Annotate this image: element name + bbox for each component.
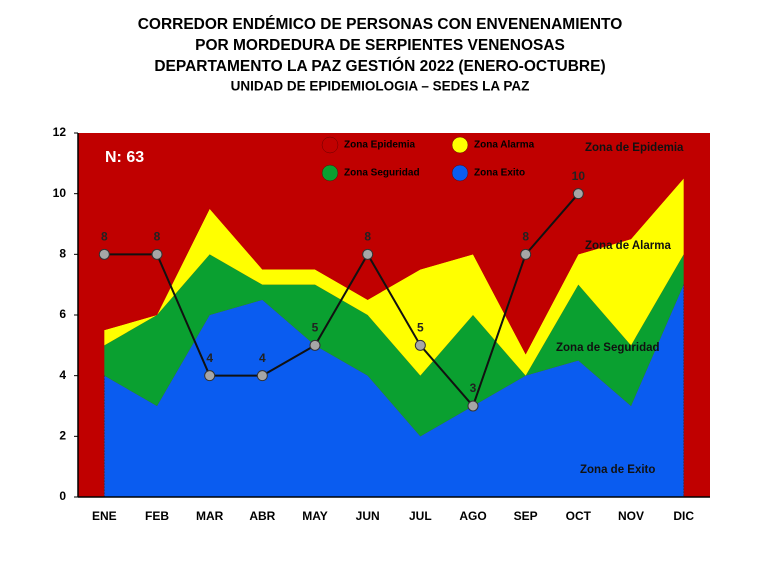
value-label: 5 <box>312 321 319 335</box>
x-tick-label: OCT <box>566 509 592 523</box>
y-tick-label: 2 <box>59 429 66 443</box>
zone-area <box>104 254 684 437</box>
case-marker <box>520 248 532 260</box>
legend-label: Zona Seguridad <box>344 168 420 179</box>
chart-title: DEPARTAMENTO LA PAZ GESTIÓN 2022 (ENERO-… <box>154 57 605 75</box>
y-tick-label: 6 <box>59 307 66 321</box>
value-label: 8 <box>522 230 529 244</box>
case-line <box>104 193 580 408</box>
legend-label: Zona Alarma <box>474 140 535 151</box>
chart-title: CORREDOR ENDÉMICO DE PERSONAS CON ENVENE… <box>138 16 623 33</box>
value-label: 8 <box>364 230 371 244</box>
x-tick-label: MAY <box>302 509 328 523</box>
x-tick-label: DIC <box>673 509 694 523</box>
case-marker <box>151 248 163 260</box>
y-tick-label: 10 <box>53 186 67 200</box>
zone-label: Zona de Alarma <box>585 240 671 252</box>
y-tick-label: 0 <box>59 489 66 503</box>
x-tick-label: MAR <box>196 509 224 523</box>
n-label: N: 63 <box>105 149 144 166</box>
value-label: 10 <box>572 169 586 183</box>
chart-subtitle: UNIDAD DE EPIDEMIOLOGIA – SEDES LA PAZ <box>231 79 530 94</box>
x-tick-label: ENE <box>92 509 117 523</box>
x-tick-label: AGO <box>459 509 486 523</box>
zone-area <box>104 133 684 355</box>
chart-title: POR MORDEDURA DE SERPIENTES VENENOSAS <box>195 37 565 54</box>
zone-label: Zona de Exito <box>580 464 655 476</box>
legend-swatch <box>321 164 339 182</box>
zone-label: Zona de Epidemia <box>585 142 684 154</box>
y-tick-label: 4 <box>59 368 66 382</box>
legend-swatch <box>321 136 339 154</box>
x-tick-label: SEP <box>514 509 538 523</box>
case-marker <box>467 400 479 412</box>
legend-swatch <box>451 164 469 182</box>
zone-label: Zona de Seguridad <box>556 342 660 354</box>
value-label: 8 <box>101 230 108 244</box>
x-tick-label: FEB <box>145 509 169 523</box>
case-marker <box>256 370 268 382</box>
legend-label: Zona Exito <box>474 168 525 179</box>
value-label: 4 <box>206 351 213 365</box>
value-label: 3 <box>470 381 477 395</box>
case-marker <box>204 370 216 382</box>
case-marker <box>362 248 374 260</box>
legend-swatch <box>451 136 469 154</box>
case-marker <box>414 339 426 351</box>
x-tick-label: JUN <box>356 509 380 523</box>
case-marker <box>309 339 321 351</box>
value-label: 4 <box>259 351 266 365</box>
y-tick-label: 8 <box>59 247 66 261</box>
y-tick-label: 12 <box>53 125 67 139</box>
x-tick-label: ABR <box>249 509 275 523</box>
case-marker <box>572 188 584 200</box>
legend-label: Zona Epidemia <box>344 140 416 151</box>
value-label: 8 <box>154 230 161 244</box>
zone-area <box>104 284 684 497</box>
value-label: 5 <box>417 321 424 335</box>
x-tick-label: NOV <box>618 509 644 523</box>
x-tick-label: JUL <box>409 509 432 523</box>
case-marker <box>98 248 110 260</box>
zone-area <box>104 178 684 376</box>
